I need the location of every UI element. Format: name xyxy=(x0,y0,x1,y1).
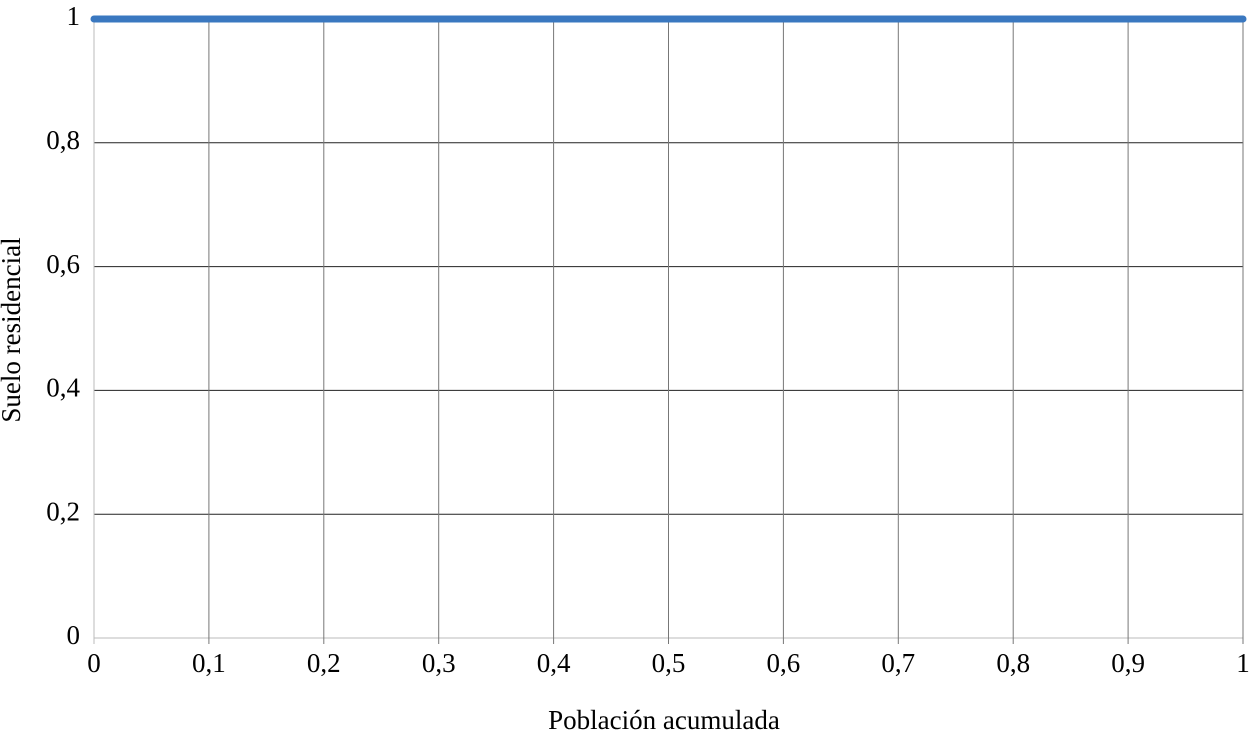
x-tick-label: 0,3 xyxy=(422,648,456,678)
x-tick-label: 0 xyxy=(87,648,101,678)
y-tick-label: 0,2 xyxy=(46,496,80,526)
y-axis-label: Suelo residencial xyxy=(0,237,26,422)
x-tick-label: 0,4 xyxy=(537,648,571,678)
y-tick-label: 1 xyxy=(67,1,81,31)
y-tick-label: 0,4 xyxy=(46,373,80,403)
x-tick-label: 0,5 xyxy=(652,648,686,678)
x-tick-label: 1 xyxy=(1236,648,1250,678)
x-tick-label: 0,1 xyxy=(192,648,226,678)
x-tick-label: 0,8 xyxy=(996,648,1030,678)
x-tick-label: 0,9 xyxy=(1111,648,1145,678)
y-tick-label: 0 xyxy=(67,620,81,650)
x-tick-label: 0,6 xyxy=(767,648,801,678)
y-tick-label: 0,8 xyxy=(46,125,80,155)
x-tick-label: 0,7 xyxy=(881,648,915,678)
x-axis-label: Población acumulada xyxy=(548,705,780,735)
y-tick-label: 0,6 xyxy=(46,249,80,279)
x-tick-label: 0,2 xyxy=(307,648,341,678)
